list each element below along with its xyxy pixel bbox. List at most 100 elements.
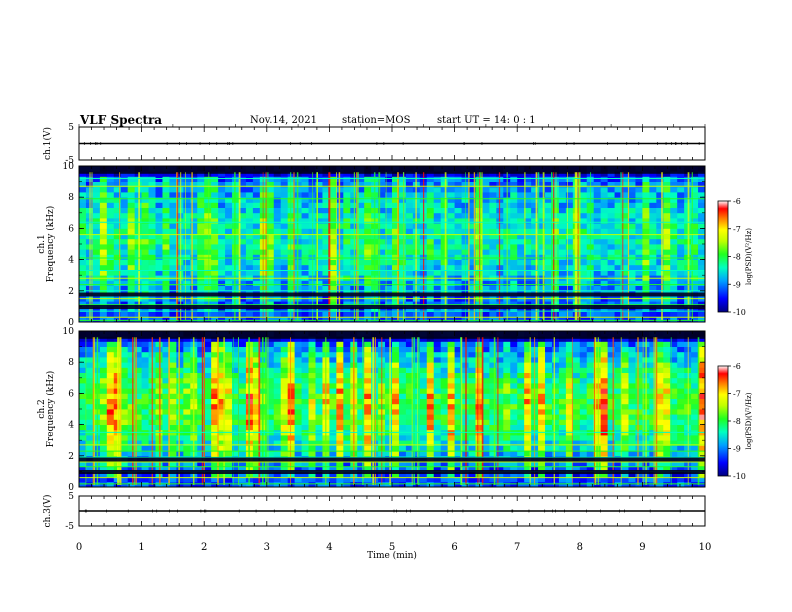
spectrogram-cell (489, 409, 497, 415)
spectrogram-cell (99, 409, 108, 415)
spectrogram-cell (698, 249, 706, 255)
spectrogram-cell (392, 435, 400, 441)
spectrogram-cell (294, 461, 302, 467)
spectrogram-cell (586, 481, 595, 488)
spectrogram-cell (99, 414, 108, 420)
spectrogram-cell (204, 254, 212, 260)
spectrogram-cell (593, 280, 602, 286)
spectrogram-cell (79, 311, 87, 318)
spectrogram-cell (266, 207, 275, 214)
spectrogram-cell (211, 270, 219, 276)
spectrogram-cell (677, 249, 685, 255)
spectrogram-cell (691, 171, 699, 177)
spectrogram-cell (301, 388, 309, 394)
spectrogram-cell (120, 264, 129, 271)
spectrogram-cell (106, 461, 115, 467)
spectrogram-cell (218, 197, 226, 203)
spectrogram-cell (579, 445, 588, 451)
spectrogram-cell (398, 311, 407, 318)
spectrogram-cell (245, 254, 254, 260)
spectrogram-cell (691, 244, 699, 250)
spectrogram-cell (510, 244, 518, 250)
spectrogram-cell (106, 466, 115, 472)
spectrogram-cell (579, 254, 588, 260)
spectrogram-cell (134, 440, 142, 446)
spectrogram-cell (155, 233, 163, 240)
spectrogram-cell (649, 377, 657, 384)
spectrogram-cell (141, 466, 149, 472)
spectrogram-cell (315, 181, 323, 188)
spectrogram-cell (127, 476, 136, 483)
spectrogram-cell (343, 461, 351, 467)
spectrogram-cell (482, 228, 490, 234)
spectrogram-cell (245, 197, 254, 203)
spectrogram-cell (691, 270, 699, 276)
spectrogram-cell (398, 414, 407, 420)
spectrogram-cell (663, 223, 671, 229)
spectrogram-cell (670, 435, 678, 441)
spectrogram-cell (447, 388, 455, 394)
spectrogram-cell (385, 377, 393, 384)
spectrogram-cell (628, 181, 636, 188)
spectrogram-cell (670, 218, 678, 224)
spectrogram-cell (468, 362, 476, 368)
spectrogram-cell (551, 383, 560, 389)
spectrogram-cell (280, 383, 289, 389)
spectrogram-cell (558, 197, 567, 203)
spectrogram-cell (238, 388, 247, 394)
spectrogram-cell (308, 249, 316, 255)
spectrogram-cell (294, 383, 302, 389)
spectrogram-cell (357, 367, 365, 373)
spectrogram-cell (148, 280, 156, 286)
spectrogram-cell (176, 409, 184, 415)
spectrogram-cell (85, 445, 94, 451)
spectrogram-cell (113, 207, 122, 214)
spectrogram-cell (329, 393, 337, 399)
spectrogram-cell (482, 377, 490, 384)
spectrogram-cell (621, 202, 629, 208)
spectrogram-cell (287, 466, 296, 472)
spectrogram-cell (524, 280, 532, 286)
spectrogram-cell (252, 409, 261, 415)
spectrogram-cell (614, 176, 622, 182)
spectrogram-cell (357, 414, 365, 420)
spectrogram-cell (141, 223, 149, 229)
spectrogram-cell (656, 238, 664, 245)
spectrogram-cell (287, 280, 296, 286)
spectrogram-cell (176, 440, 184, 446)
spectrogram-cell (677, 398, 685, 405)
spectrogram-cell (510, 259, 518, 266)
spectrogram-cell (197, 233, 205, 240)
spectrogram-cell (433, 280, 442, 286)
spectrogram-cell (677, 228, 685, 234)
spectrogram-cell (294, 398, 302, 405)
spectrogram-cell (308, 212, 316, 219)
spectrogram-cell (183, 445, 191, 451)
spectrogram-cell (607, 202, 615, 208)
spectrogram-cell (322, 244, 330, 250)
spectrogram-cell (148, 270, 156, 276)
spectrogram-cell (468, 207, 476, 214)
spectrogram-cell (628, 362, 636, 368)
spectrogram-cell (433, 306, 442, 312)
spectrogram-cell (635, 192, 643, 198)
spectrogram-cell (579, 264, 588, 271)
spectrogram-cell (454, 316, 462, 323)
spectrogram-cell (113, 218, 122, 224)
spectrogram-cell (433, 264, 442, 271)
spectrogram-cell (538, 176, 546, 182)
spectrogram-cell (621, 424, 629, 431)
spectrogram-cell (621, 445, 629, 451)
spectrogram-cell (545, 476, 553, 483)
spectrogram-cell (670, 186, 678, 193)
spectrogram-cell (134, 362, 142, 368)
spectrogram-cell (322, 264, 330, 271)
spectrogram-cell (558, 393, 567, 399)
spectrogram-cell (551, 393, 560, 399)
spectrogram-cell (635, 471, 643, 477)
spectrogram-cell (447, 440, 455, 446)
figure-title: VLF Spectra (80, 113, 163, 127)
spectrogram-cell (308, 419, 316, 425)
spectrogram-cell (238, 202, 247, 208)
spectrogram-cell (364, 476, 372, 483)
